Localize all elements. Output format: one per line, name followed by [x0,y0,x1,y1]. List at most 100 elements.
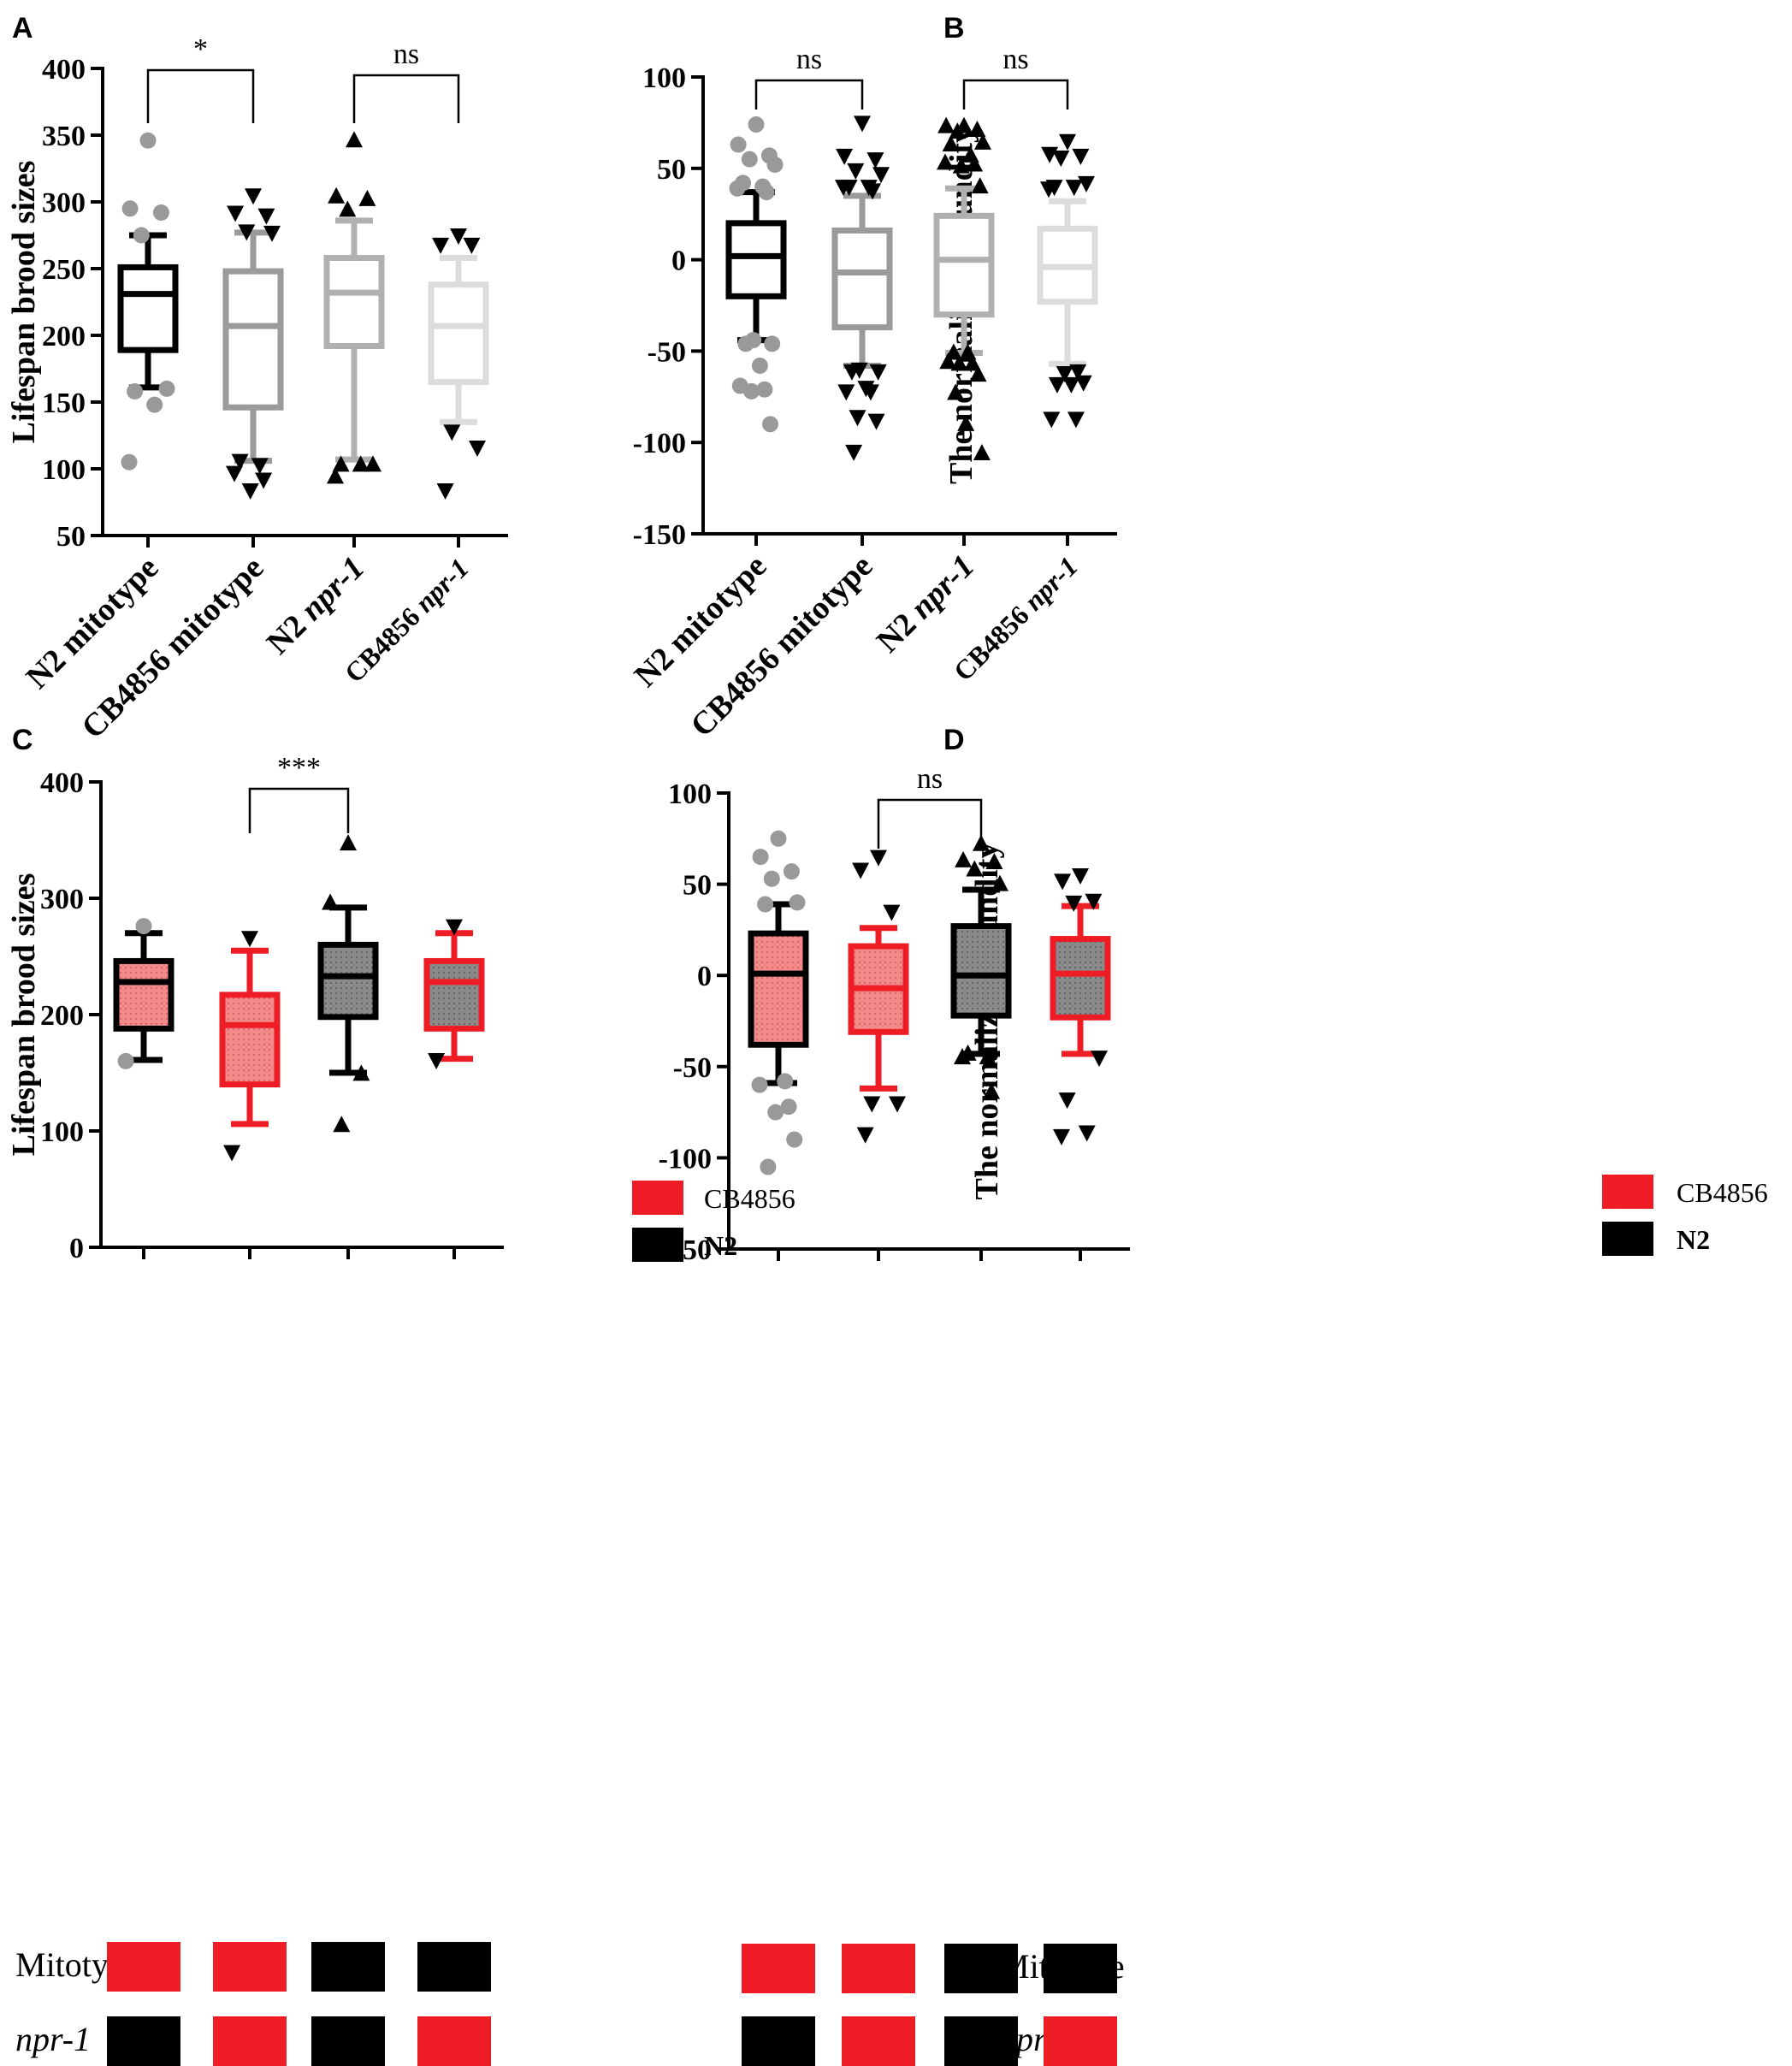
outlier-point [966,860,984,877]
outlier-point [1059,133,1076,151]
indicator-swatch [742,1944,815,1993]
outlier-point [1078,1125,1096,1142]
y-tick-label: 350 [42,121,86,152]
legend-label: N2 [704,1230,737,1261]
outlier-point [352,455,370,472]
y-tick-label: 300 [40,884,84,915]
y-tick-label: 100 [42,454,86,486]
y-axis: -150 -100 -50 0 50 100 [633,62,705,551]
x-tick-label-text: CB4856 mitotype [74,550,270,746]
bracket-line [877,798,983,849]
y-axis-label: The normalized fecundity [969,843,1005,1200]
box-iqr [933,212,995,318]
outlier-point [939,352,957,370]
outlier-point [227,205,245,222]
box-group [117,132,179,471]
y-tick-label: 200 [40,1000,84,1032]
legend-item [632,1228,683,1262]
y-axis-label: Lifespan brood sizes [6,161,42,444]
box-group [317,834,379,1133]
outlier-point [158,380,175,397]
legend-swatch [1602,1222,1653,1256]
outlier-point [469,441,486,458]
box-group [831,115,893,461]
x-tick-label: N2 npr-1 [870,548,981,660]
outlier-point [1067,411,1085,429]
legend-label: CB4856 [1677,1177,1768,1208]
box-iqr [323,255,385,349]
outlier-point [763,870,780,887]
outlier-point [730,136,747,153]
outlier-point [443,424,461,441]
outlier-point [241,931,258,948]
outlier-point [255,472,273,489]
box-group [428,228,489,500]
indicator-row: Mitotype [742,1944,1125,1993]
outlier-point [751,357,768,374]
outlier-point [450,228,467,245]
box-group [113,918,174,1069]
panel-d: D -150 -100 -50 0 50 100 The normalized fecundi… [659,724,1768,2066]
significance-label: *** [277,752,321,784]
outlier-point [1065,180,1083,197]
outlier-point [245,188,262,205]
outlier-point [752,849,769,866]
y-tick-label: -100 [659,1143,712,1175]
outlier-point [428,1053,446,1070]
outlier-point [952,157,970,174]
x-tick-label: CB4856 mitotype [683,548,879,744]
box-group [848,849,909,1144]
outlier-point [1069,364,1087,381]
x-tick-label: CB4856 mitotype [74,550,270,746]
outlier-point [954,1048,971,1065]
significance-bracket: ns [962,44,1069,110]
x-tick-label-text: CB4856 [339,596,431,689]
outlier-point [783,863,800,880]
outlier-point [985,853,1003,870]
outlier-point [741,151,758,168]
significance-bracket: ns [877,763,983,849]
outlier-point [340,834,357,851]
box-group [933,116,995,461]
indicator-swatch [842,1944,915,1993]
outlier-point [843,364,861,381]
outlier-point [432,237,450,254]
outlier-point [789,894,806,911]
y-tick-label: -150 [659,1234,712,1266]
outlier-point [979,1048,997,1065]
outlier-point [332,455,350,472]
significance-label: ns [393,38,419,70]
outlier-point [135,918,152,935]
outlier-point [973,444,991,461]
indicator-swatch [417,1942,491,1992]
y-tick-label: 400 [42,54,86,86]
box-group [423,919,485,1070]
legend-swatch [632,1181,683,1215]
significance-label: ns [1002,44,1028,75]
outlier-point [767,1104,784,1121]
outlier-point [835,180,852,197]
outlier-point [1058,1092,1076,1110]
box-group [748,830,809,1175]
outlier-point [238,224,256,241]
outlier-point [463,237,481,254]
outlier-point [748,116,765,133]
outlier-point [937,153,954,170]
indicator-swatch [311,1942,385,1992]
outlier-point [849,410,866,427]
panel-a: A 50 100 150 200 250 300 350 400 Lifespan brood s… [6,12,508,746]
y-tick-label: 150 [42,388,86,419]
outlier-point [950,354,968,371]
y-tick-label: 0 [69,1233,84,1264]
outlier-point [883,904,901,921]
bracket-line [962,79,1069,110]
indicator-swatch [944,1944,1018,1993]
outlier-point [864,183,882,200]
outlier-point [1062,376,1080,394]
outlier-point [949,122,967,139]
y-tick-label: 400 [40,767,84,799]
outlier-point [957,414,975,431]
panel-letter: B [943,12,965,44]
x-axis [703,532,1117,546]
